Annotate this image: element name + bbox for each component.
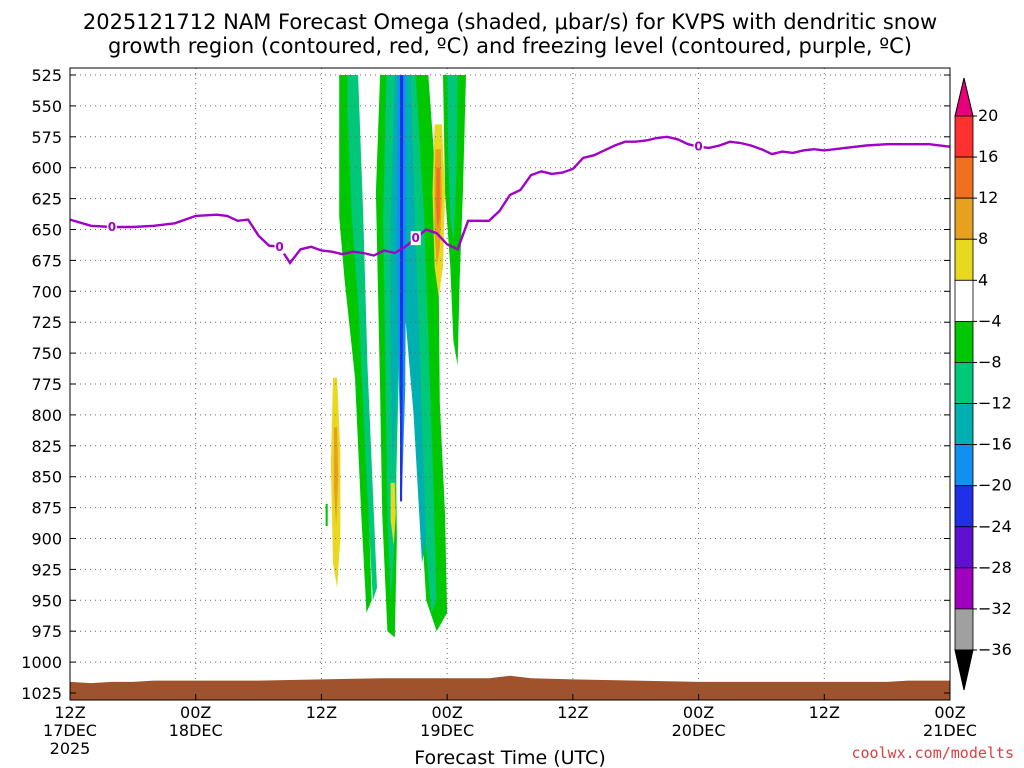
colorbar-segment-5 [954, 320, 974, 363]
colorbar-segment-8 [954, 444, 974, 487]
x-axis-label: Forecast Time (UTC) [414, 747, 605, 768]
x-tick-label-1-0: 00Z [180, 703, 211, 722]
colorbar-label-10: −24 [978, 517, 1012, 536]
freezing-level-label-0: 0 [108, 220, 116, 234]
colorbar-bottom-arrow [954, 649, 974, 691]
y-tick-label-800: 800 [31, 406, 62, 425]
omega-region-8 [447, 75, 458, 242]
freezing-level-line [70, 135, 950, 265]
y-tick-label-925: 925 [31, 560, 62, 579]
colorbar: 20 16 12 8 4 −4 −8 −12 −16 −20 −24 −28 −32 −36 [954, 77, 1012, 691]
freezing-level-label-1: 0 [275, 240, 283, 254]
omega-shading [325, 75, 466, 638]
freezing-level-contour: 0 0 0 0 [70, 135, 950, 265]
colorbar-label-1: 16 [978, 147, 998, 166]
x-tick-label-3-1: 19DEC [420, 721, 474, 740]
freezing-label-bg-3 [693, 139, 704, 154]
y-tick-label-600: 600 [31, 159, 62, 178]
y-tick-label-875: 875 [31, 499, 62, 518]
x-tick-label-0-1: 17DEC [43, 721, 97, 740]
x-tick-label-4-0: 12Z [557, 703, 588, 722]
omega-positive-region-5 [390, 482, 396, 545]
freezing-level-label-3: 0 [694, 140, 702, 154]
x-tick-label-6-0: 12Z [809, 703, 840, 722]
omega-positive-region-2 [436, 167, 440, 230]
y-tick-label-850: 850 [31, 468, 62, 487]
y-tick-label-650: 650 [31, 221, 62, 240]
y-tick-label-900: 900 [31, 530, 62, 549]
credit-text: coolwx.com/modelts [851, 744, 1014, 762]
omega-region-6 [400, 75, 404, 502]
colorbar-segment-1 [954, 156, 974, 199]
y-tick-label-675: 675 [31, 251, 62, 270]
y-axis-ticks: 525 550 575 600 625 650 675 700 725 750 775 800 825 8… [21, 66, 950, 703]
y-tick-label-975: 975 [31, 622, 62, 641]
y-tick-label-525: 525 [31, 66, 62, 85]
terrain-fill [70, 675, 950, 700]
colorbar-label-5: −4 [978, 311, 1002, 330]
y-tick-label-575: 575 [31, 128, 62, 147]
colorbar-segment-9 [954, 485, 974, 528]
x-tick-label-5-0: 00Z [683, 703, 714, 722]
colorbar-segment-3 [954, 238, 974, 281]
colorbar-label-13: −36 [978, 640, 1012, 659]
colorbar-label-7: −12 [978, 394, 1012, 413]
colorbar-segment-6 [954, 362, 974, 404]
terrain-area [70, 675, 950, 700]
y-tick-label-950: 950 [31, 591, 62, 610]
x-tick-label-2-0: 12Z [306, 703, 337, 722]
x-tick-label-1-1: 18DEC [169, 721, 223, 740]
omega-region-9 [325, 503, 328, 527]
colorbar-segment-11 [954, 567, 974, 610]
omega-region-1 [347, 75, 377, 601]
y-tick-label-550: 550 [31, 97, 62, 116]
x-tick-label-7-1: 21DEC [923, 721, 977, 740]
x-tick-label-0-0: 12Z [54, 703, 85, 722]
colorbar-label-9: −20 [978, 476, 1012, 495]
colorbar-top-arrow [954, 77, 974, 117]
freezing-label-bg-2 [410, 231, 421, 246]
chart-title-line-1: 2025121712 NAM Forecast Omega (shaded, μ… [83, 10, 937, 34]
y-tick-label-775: 775 [31, 375, 62, 394]
freezing-level-label-2: 0 [412, 231, 420, 245]
freezing-label-bg-0 [106, 220, 117, 235]
y-tick-label-1000: 1000 [21, 653, 62, 672]
x-tick-label-3-0: 00Z [431, 703, 462, 722]
colorbar-label-2: 12 [978, 188, 998, 207]
chart-title-line-2: growth region (contoured, red, ºC) and f… [108, 34, 912, 58]
freezing-label-bg-1 [274, 239, 285, 254]
colorbar-segment-0 [954, 115, 974, 158]
y-tick-label-750: 750 [31, 344, 62, 363]
x-tick-label-7-0: 00Z [934, 703, 965, 722]
colorbar-segment-7 [954, 403, 974, 446]
colorbar-label-6: −8 [978, 352, 1002, 371]
omega-positive-region-4 [334, 427, 339, 527]
y-tick-label-1025: 1025 [21, 684, 62, 703]
grid-lines [70, 68, 950, 700]
x-tick-label-5-1: 20DEC [672, 721, 726, 740]
y-tick-label-825: 825 [31, 437, 62, 456]
colorbar-segment-2 [954, 197, 974, 240]
omega-region-0 [339, 75, 372, 613]
y-tick-label-700: 700 [31, 282, 62, 301]
colorbar-label-8: −16 [978, 435, 1012, 454]
colorbar-label-0: 20 [978, 106, 998, 125]
colorbar-segment-4 [954, 279, 974, 322]
x-tick-label-0-2: 2025 [50, 739, 91, 758]
colorbar-label-4: 4 [978, 270, 988, 289]
colorbar-label-3: 8 [978, 229, 988, 248]
colorbar-label-11: −28 [978, 558, 1012, 577]
y-tick-label-625: 625 [31, 190, 62, 209]
colorbar-segment-10 [954, 526, 974, 569]
colorbar-segment-12 [954, 608, 974, 651]
y-tick-label-725: 725 [31, 313, 62, 332]
colorbar-label-12: −32 [978, 599, 1012, 618]
